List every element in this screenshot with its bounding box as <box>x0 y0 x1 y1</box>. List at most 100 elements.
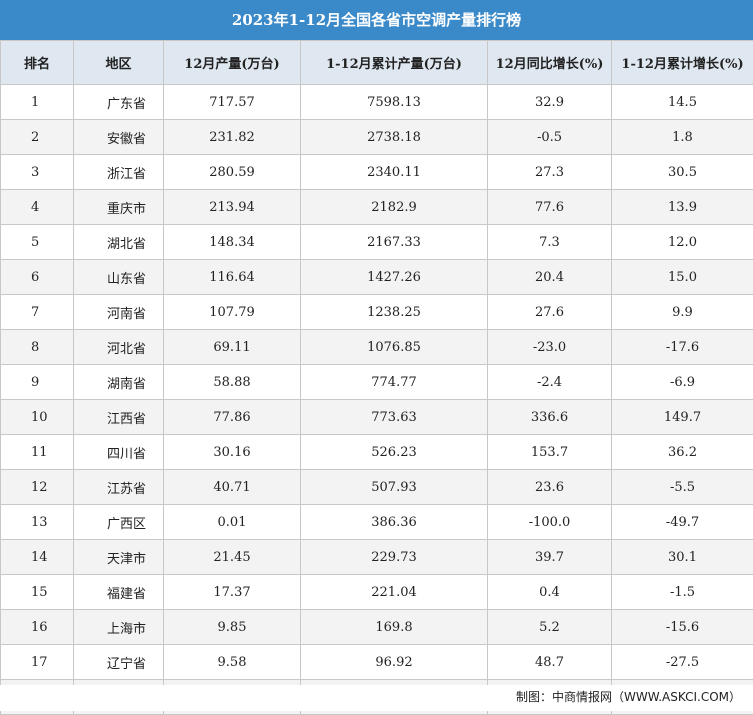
header-dec-output: 12月产量(万台) <box>164 41 301 85</box>
cell-dec-output: 21.45 <box>164 540 301 575</box>
cell-cum-output: 2340.11 <box>301 155 488 190</box>
table-title: 2023年1-12月全国各省市空调产量排行榜 <box>0 0 753 40</box>
cell-cum-growth: -5.5 <box>612 470 753 505</box>
cell-dec-output: 280.59 <box>164 155 301 190</box>
cell-cum-growth: 1.8 <box>612 120 753 155</box>
cell-cum-output: 96.92 <box>301 645 488 680</box>
cell-dec-output: 9.58 <box>164 645 301 680</box>
cell-dec-output: 717.57 <box>164 85 301 120</box>
cell-cum-output: 169.8 <box>301 610 488 645</box>
cell-rank: 6 <box>1 260 74 295</box>
cell-cum-output: 2738.18 <box>301 120 488 155</box>
header-dec-yoy: 12月同比增长(%) <box>488 41 612 85</box>
cell-cum-output: 2167.33 <box>301 225 488 260</box>
cell-rank: 5 <box>1 225 74 260</box>
cell-rank: 7 <box>1 295 74 330</box>
cell-cum-growth: 14.5 <box>612 85 753 120</box>
cell-dec-yoy: -2.4 <box>488 365 612 400</box>
cell-region: 湖北省 <box>74 225 164 260</box>
cell-region: 重庆市 <box>74 190 164 225</box>
cell-region: 广西区 <box>74 505 164 540</box>
cell-region: 上海市 <box>74 610 164 645</box>
cell-cum-growth: -1.5 <box>612 575 753 610</box>
cell-dec-output: 116.64 <box>164 260 301 295</box>
cell-dec-yoy: -23.0 <box>488 330 612 365</box>
table-header-row: 排名 地区 12月产量(万台) 1-12月累计产量(万台) 12月同比增长(%)… <box>1 41 753 85</box>
cell-cum-growth: 13.9 <box>612 190 753 225</box>
cell-cum-output: 1238.25 <box>301 295 488 330</box>
cell-dec-yoy: -0.5 <box>488 120 612 155</box>
cell-region: 河北省 <box>74 330 164 365</box>
cell-dec-yoy: 20.4 <box>488 260 612 295</box>
cell-region: 福建省 <box>74 575 164 610</box>
cell-region: 江苏省 <box>74 470 164 505</box>
cell-rank: 13 <box>1 505 74 540</box>
cell-cum-output: 221.04 <box>301 575 488 610</box>
cell-region: 天津市 <box>74 540 164 575</box>
cell-cum-output: 386.36 <box>301 505 488 540</box>
cell-region: 安徽省 <box>74 120 164 155</box>
cell-dec-yoy: 5.2 <box>488 610 612 645</box>
cell-dec-output: 17.37 <box>164 575 301 610</box>
ranking-table: 排名 地区 12月产量(万台) 1-12月累计产量(万台) 12月同比增长(%)… <box>0 40 753 715</box>
cell-rank: 1 <box>1 85 74 120</box>
header-rank: 排名 <box>1 41 74 85</box>
cell-cum-growth: -15.6 <box>612 610 753 645</box>
cell-dec-yoy: 336.6 <box>488 400 612 435</box>
cell-cum-growth: 36.2 <box>612 435 753 470</box>
cell-rank: 12 <box>1 470 74 505</box>
cell-region: 辽宁省 <box>74 645 164 680</box>
cell-region: 广东省 <box>74 85 164 120</box>
cell-dec-yoy: 27.6 <box>488 295 612 330</box>
cell-dec-output: 107.79 <box>164 295 301 330</box>
cell-region: 四川省 <box>74 435 164 470</box>
header-region: 地区 <box>74 41 164 85</box>
cell-dec-output: 58.88 <box>164 365 301 400</box>
cell-dec-output: 30.16 <box>164 435 301 470</box>
cell-rank: 15 <box>1 575 74 610</box>
cell-region: 山东省 <box>74 260 164 295</box>
cell-rank: 3 <box>1 155 74 190</box>
cell-cum-growth: -27.5 <box>612 645 753 680</box>
cell-rank: 4 <box>1 190 74 225</box>
cell-cum-growth: -17.6 <box>612 330 753 365</box>
cell-rank: 8 <box>1 330 74 365</box>
header-cum-growth: 1-12月累计增长(%) <box>612 41 753 85</box>
cell-dec-yoy: -100.0 <box>488 505 612 540</box>
cell-cum-growth: -6.9 <box>612 365 753 400</box>
source-footer: 制图：中商情报网（WWW.ASKCI.COM） <box>0 685 753 711</box>
cell-cum-growth: -49.7 <box>612 505 753 540</box>
cell-dec-output: 148.34 <box>164 225 301 260</box>
cell-region: 河南省 <box>74 295 164 330</box>
cell-cum-output: 7598.13 <box>301 85 488 120</box>
cell-rank: 14 <box>1 540 74 575</box>
cell-dec-yoy: 153.7 <box>488 435 612 470</box>
cell-dec-output: 9.85 <box>164 610 301 645</box>
cell-cum-growth: 149.7 <box>612 400 753 435</box>
cell-region: 浙江省 <box>74 155 164 190</box>
cell-rank: 10 <box>1 400 74 435</box>
cell-region: 江西省 <box>74 400 164 435</box>
header-cum-output: 1-12月累计产量(万台) <box>301 41 488 85</box>
cell-cum-growth: 30.5 <box>612 155 753 190</box>
cell-dec-yoy: 39.7 <box>488 540 612 575</box>
cell-cum-output: 773.63 <box>301 400 488 435</box>
cell-rank: 17 <box>1 645 74 680</box>
cell-dec-output: 77.86 <box>164 400 301 435</box>
cell-dec-output: 40.71 <box>164 470 301 505</box>
cell-cum-growth: 30.1 <box>612 540 753 575</box>
cell-cum-output: 507.93 <box>301 470 488 505</box>
cell-cum-output: 1076.85 <box>301 330 488 365</box>
cell-rank: 9 <box>1 365 74 400</box>
cell-rank: 11 <box>1 435 74 470</box>
